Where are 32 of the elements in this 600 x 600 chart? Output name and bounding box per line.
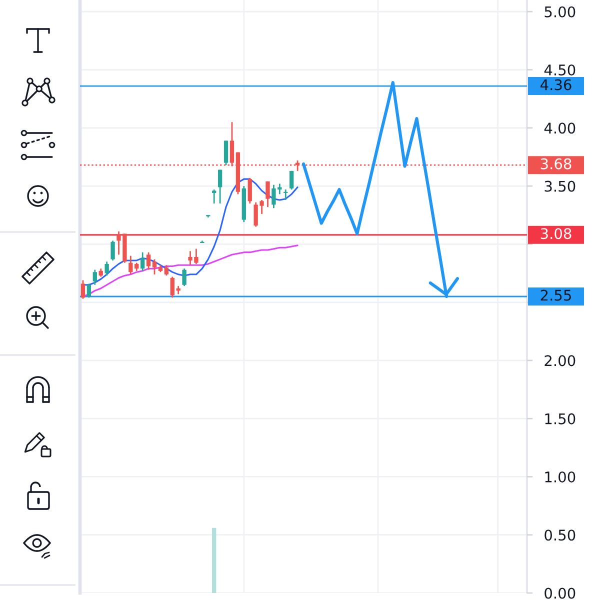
candlestick bbox=[104, 260, 109, 276]
y-tick-label: 1.00 bbox=[545, 471, 576, 482]
candlestick bbox=[289, 170, 294, 190]
y-tick-label: 3.50 bbox=[544, 180, 576, 192]
candlestick bbox=[212, 188, 216, 204]
candlestick bbox=[86, 283, 92, 298]
candlestick bbox=[266, 180, 270, 208]
y-tick-label: 0.00 bbox=[544, 588, 576, 599]
candlestick bbox=[224, 140, 228, 166]
y-tick-label: 4.00 bbox=[544, 122, 576, 134]
y-tick-label: 1.50 bbox=[545, 413, 576, 424]
y-tick-label: 2.00 bbox=[544, 355, 576, 366]
candlestick bbox=[110, 240, 115, 262]
candlestick bbox=[80, 280, 86, 300]
ref-line-label: 4.36 bbox=[540, 79, 572, 90]
y-tick-label: 0.50 bbox=[544, 530, 576, 541]
candlestick bbox=[164, 264, 169, 276]
candlestick bbox=[146, 252, 151, 270]
ref-line-label: 3.08 bbox=[540, 228, 572, 240]
candlestick bbox=[140, 252, 145, 272]
candlestick bbox=[218, 169, 222, 204]
line-series bbox=[82, 244, 298, 298]
candlestick bbox=[128, 255, 133, 276]
ref-line-label: 3.68 bbox=[540, 158, 572, 170]
candlestick bbox=[248, 177, 252, 204]
candlestick bbox=[92, 269, 97, 286]
candlestick bbox=[182, 268, 186, 287]
y-tick-label: 4.50 bbox=[544, 64, 576, 76]
y-tick-label: 5.00 bbox=[544, 6, 576, 18]
candlestick bbox=[152, 258, 157, 276]
candlestick bbox=[170, 276, 174, 298]
ref-line-label: 2.55 bbox=[540, 290, 571, 301]
